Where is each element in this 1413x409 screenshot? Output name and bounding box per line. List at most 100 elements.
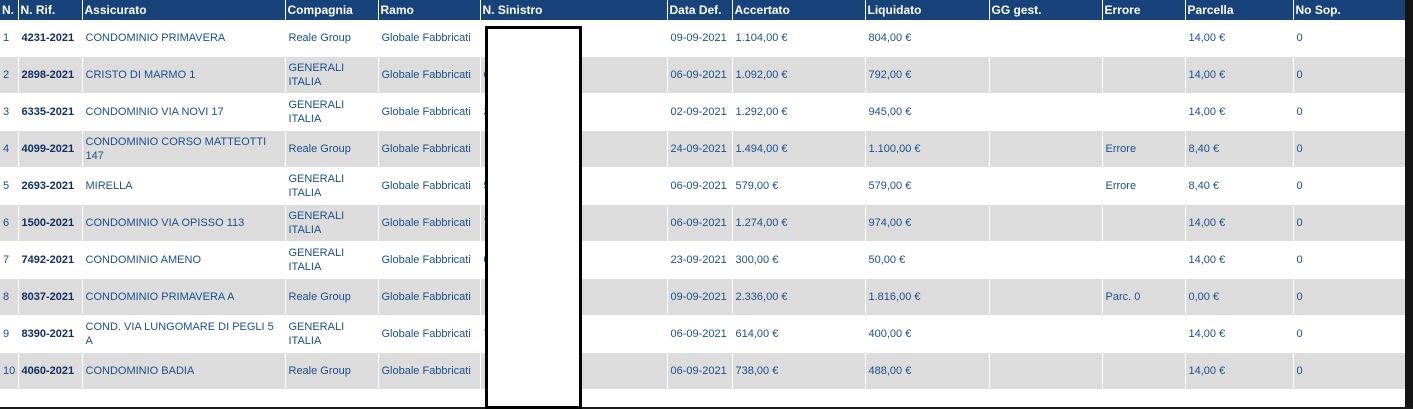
error-cell: Parc. 0 xyxy=(1102,278,1186,316)
error-cell xyxy=(1102,93,1186,131)
row-number-cell: 7 xyxy=(0,241,19,279)
header-data-def[interactable]: Data Def. xyxy=(667,0,733,20)
branch-cell: Globale Fabbricati xyxy=(378,20,481,57)
table-row[interactable]: 4 4099-2021 CONDOMINIO CORSO MATTEOTTI 147… xyxy=(0,130,1408,168)
table-row[interactable]: 9 8390-2021 COND. VIA LUNGOMARE DI PEGLI 5… xyxy=(0,315,1408,353)
header-accertato[interactable]: Accertato xyxy=(732,0,866,20)
fee-cell: 14,00 € xyxy=(1185,315,1294,353)
company-cell: Reale Group xyxy=(285,130,379,168)
header-errore[interactable]: Errore xyxy=(1102,0,1186,20)
insured-cell: CONDOMINIO PRIMAVERA A xyxy=(82,278,286,316)
fee-cell: 0,00 € xyxy=(1185,278,1294,316)
reference-link[interactable]: 8390-2021 xyxy=(18,315,83,353)
row-number-cell: 10 xyxy=(0,352,19,390)
error-cell xyxy=(1102,204,1186,242)
no-sop-cell: 0 xyxy=(1293,93,1408,131)
no-sop-cell: 0 xyxy=(1293,241,1408,279)
company-cell: Reale Group xyxy=(285,20,379,57)
table-row[interactable]: 3 6335-2021 CONDOMINIO VIA NOVI 17 GENERALI… xyxy=(0,93,1408,131)
table-row[interactable]: 2 2898-2021 CRISTO DI MARMO 1 GENERALI ITAL… xyxy=(0,56,1408,94)
header-n[interactable]: N. xyxy=(0,0,19,20)
header-compagnia[interactable]: Compagnia xyxy=(285,0,379,20)
reference-link[interactable]: 4099-2021 xyxy=(18,130,83,168)
error-cell: Errore xyxy=(1102,130,1186,168)
header-liquidato[interactable]: Liquidato xyxy=(865,0,990,20)
no-sop-cell: 0 xyxy=(1293,352,1408,390)
table-row[interactable]: 8 8037-2021 CONDOMINIO PRIMAVERA A Reale Gr… xyxy=(0,278,1408,316)
date-cell: 06-09-2021 xyxy=(667,315,733,353)
date-cell: 24-09-2021 xyxy=(667,130,733,168)
fee-cell: 14,00 € xyxy=(1185,241,1294,279)
reference-link[interactable]: 1500-2021 xyxy=(18,204,83,242)
row-number-cell: 1 xyxy=(0,20,19,57)
header-rif[interactable]: N. Rif. xyxy=(18,0,83,20)
insured-cell: CONDOMINIO CORSO MATTEOTTI 147 xyxy=(82,130,286,168)
assessed-amount-cell: 614,00 € xyxy=(732,315,866,353)
date-cell: 23-09-2021 xyxy=(667,241,733,279)
table-row[interactable]: 6 1500-2021 CONDOMINIO VIA OPISSO 113 GENER… xyxy=(0,204,1408,242)
table-row[interactable]: 7 7492-2021 CONDOMINIO AMENO GENERALI ITALI… xyxy=(0,241,1408,279)
reference-link[interactable]: 8037-2021 xyxy=(18,278,83,316)
insured-cell: CONDOMINIO BADIA xyxy=(82,352,286,390)
company-cell: GENERALI ITALIA xyxy=(285,93,379,131)
no-sop-cell: 0 xyxy=(1293,204,1408,242)
paid-amount-cell: 488,00 € xyxy=(865,352,990,390)
fee-cell: 14,00 € xyxy=(1185,93,1294,131)
no-sop-cell: 0 xyxy=(1293,56,1408,94)
branch-cell: Globale Fabbricati xyxy=(378,130,481,168)
gg-gest-cell xyxy=(989,93,1103,131)
gg-gest-cell xyxy=(989,56,1103,94)
header-parcella[interactable]: Parcella xyxy=(1185,0,1294,20)
header-ramo[interactable]: Ramo xyxy=(378,0,481,20)
table-row[interactable]: 10 4060-2021 CONDOMINIO BADIA Reale Group Gl… xyxy=(0,352,1408,390)
date-cell: 06-09-2021 xyxy=(667,56,733,94)
table-header-row: N. N. Rif. Assicurato Compagnia Ramo N. … xyxy=(0,0,1408,20)
paid-amount-cell: 792,00 € xyxy=(865,56,990,94)
no-sop-cell: 0 xyxy=(1293,20,1408,57)
company-cell: GENERALI ITALIA xyxy=(285,241,379,279)
branch-cell: Globale Fabbricati xyxy=(378,204,481,242)
reference-link[interactable]: 7492-2021 xyxy=(18,241,83,279)
assessed-amount-cell: 738,00 € xyxy=(732,352,866,390)
table-row[interactable]: 1 4231-2021 CONDOMINIO PRIMAVERA Reale Grou… xyxy=(0,20,1408,57)
gg-gest-cell xyxy=(989,315,1103,353)
reference-link[interactable]: 4231-2021 xyxy=(18,20,83,57)
company-cell: GENERALI ITALIA xyxy=(285,167,379,205)
error-cell: Errore xyxy=(1102,167,1186,205)
table-row[interactable]: 5 2693-2021 MIRELLA GENERALI ITALIA Globale … xyxy=(0,167,1408,205)
gg-gest-cell xyxy=(989,167,1103,205)
branch-cell: Globale Fabbricati xyxy=(378,167,481,205)
header-sinistro[interactable]: N. Sinistro xyxy=(480,0,668,20)
header-gg-gest[interactable]: GG gest. xyxy=(989,0,1103,20)
error-cell xyxy=(1102,56,1186,94)
date-cell: 02-09-2021 xyxy=(667,93,733,131)
row-number-cell: 9 xyxy=(0,315,19,353)
no-sop-cell: 0 xyxy=(1293,315,1408,353)
date-cell: 09-09-2021 xyxy=(667,278,733,316)
no-sop-cell: 0 xyxy=(1293,130,1408,168)
reference-link[interactable]: 4060-2021 xyxy=(18,352,83,390)
gg-gest-cell xyxy=(989,20,1103,57)
paid-amount-cell: 1.100,00 € xyxy=(865,130,990,168)
date-cell: 06-09-2021 xyxy=(667,352,733,390)
row-number-cell: 2 xyxy=(0,56,19,94)
no-sop-cell: 0 xyxy=(1293,278,1408,316)
branch-cell: Globale Fabbricati xyxy=(378,93,481,131)
claims-table: N. N. Rif. Assicurato Compagnia Ramo N. … xyxy=(0,0,1408,390)
reference-link[interactable]: 6335-2021 xyxy=(18,93,83,131)
reference-link[interactable]: 2898-2021 xyxy=(18,56,83,94)
branch-cell: Globale Fabbricati xyxy=(378,56,481,94)
error-cell xyxy=(1102,20,1186,57)
header-assicurato[interactable]: Assicurato xyxy=(82,0,286,20)
company-cell: Reale Group xyxy=(285,278,379,316)
header-no-sop[interactable]: No Sop. xyxy=(1293,0,1408,20)
row-number-cell: 5 xyxy=(0,167,19,205)
insured-cell: CONDOMINIO AMENO xyxy=(82,241,286,279)
assessed-amount-cell: 2.336,00 € xyxy=(732,278,866,316)
reference-link[interactable]: 2693-2021 xyxy=(18,167,83,205)
branch-cell: Globale Fabbricati xyxy=(378,315,481,353)
error-cell xyxy=(1102,315,1186,353)
paid-amount-cell: 945,00 € xyxy=(865,93,990,131)
assessed-amount-cell: 579,00 € xyxy=(732,167,866,205)
